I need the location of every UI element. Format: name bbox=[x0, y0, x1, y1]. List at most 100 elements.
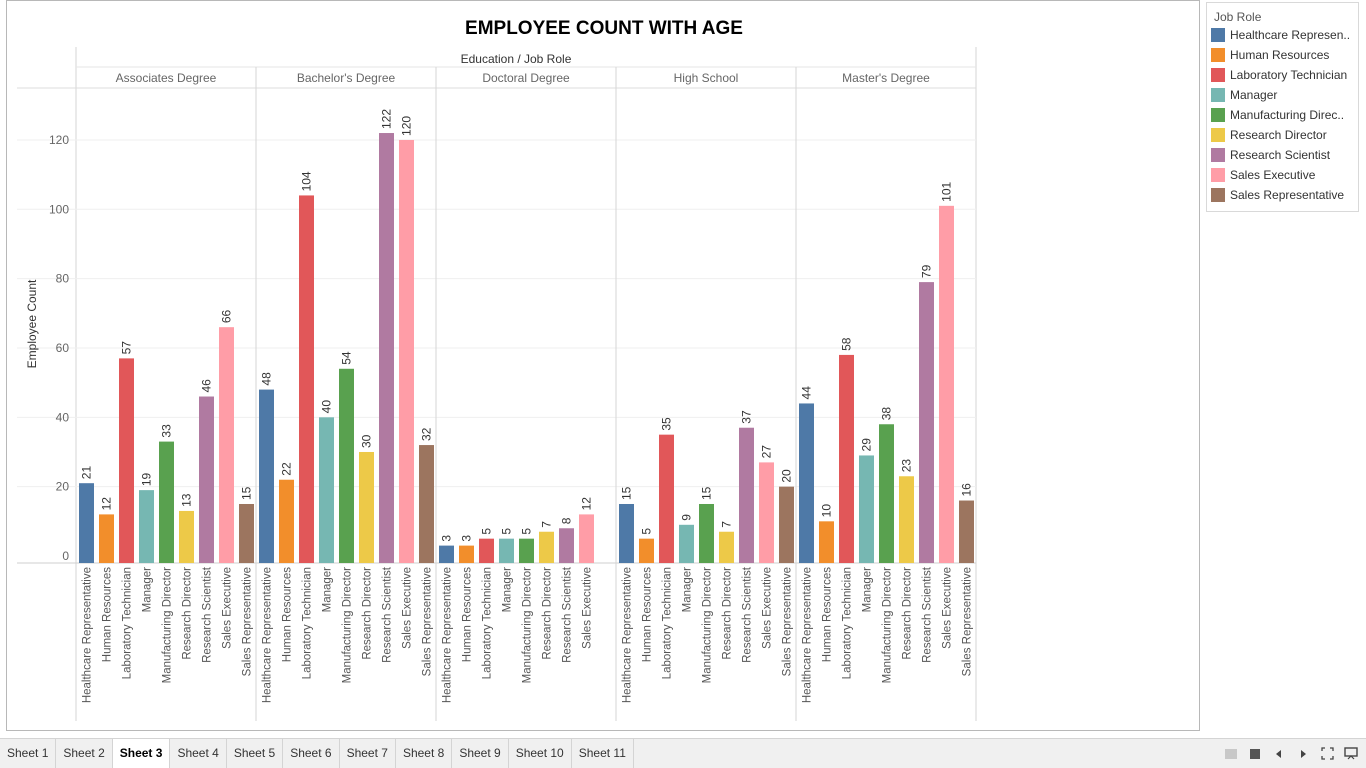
next-sheet-icon[interactable] bbox=[1296, 747, 1310, 761]
x-tick-label: Research Director bbox=[182, 567, 194, 660]
data-label: 15 bbox=[240, 486, 254, 500]
legend-swatch bbox=[1211, 88, 1225, 102]
x-tick-label: Research Director bbox=[722, 567, 734, 660]
data-label: 32 bbox=[420, 427, 434, 441]
legend-item[interactable]: Sales Representative bbox=[1207, 185, 1358, 205]
data-label: 5 bbox=[520, 528, 534, 535]
data-label: 5 bbox=[640, 528, 654, 535]
bar bbox=[359, 451, 374, 563]
legend-swatch bbox=[1211, 68, 1225, 82]
data-label: 57 bbox=[120, 341, 134, 355]
previous-sheet-icon[interactable] bbox=[1272, 747, 1286, 761]
sheet-tab[interactable]: Sheet 11 bbox=[572, 739, 634, 768]
bar bbox=[639, 538, 654, 563]
data-label: 21 bbox=[80, 466, 94, 480]
x-tick-label: Laboratory Technician bbox=[302, 567, 314, 679]
x-tick-label: Research Director bbox=[362, 567, 374, 660]
sheet-tab[interactable]: Sheet 3 bbox=[112, 739, 171, 768]
legend-item[interactable]: Research Scientist bbox=[1207, 145, 1358, 165]
bar bbox=[119, 358, 134, 563]
legend-item[interactable]: Manufacturing Direc.. bbox=[1207, 105, 1358, 125]
x-tick-label: Sales Executive bbox=[582, 567, 594, 649]
legend-item[interactable]: Human Resources bbox=[1207, 45, 1358, 65]
data-label: 30 bbox=[360, 434, 374, 448]
bar bbox=[939, 205, 954, 563]
sheet-tab[interactable]: Sheet 1 bbox=[0, 739, 57, 768]
pane-header: Bachelor's Degree bbox=[297, 71, 396, 85]
bar bbox=[879, 424, 894, 563]
bar bbox=[959, 500, 974, 563]
x-tick-label: Sales Executive bbox=[222, 567, 234, 649]
bar bbox=[819, 521, 834, 563]
data-label: 37 bbox=[740, 410, 754, 424]
bar bbox=[239, 503, 254, 563]
bar bbox=[739, 427, 754, 563]
data-label: 79 bbox=[920, 264, 934, 278]
data-label: 54 bbox=[340, 351, 354, 365]
legend-item[interactable]: Sales Executive bbox=[1207, 165, 1358, 185]
bar bbox=[499, 538, 514, 563]
x-tick-label: Manager bbox=[862, 567, 874, 613]
legend-label: Laboratory Technician bbox=[1230, 68, 1348, 82]
legend-item[interactable]: Laboratory Technician bbox=[1207, 65, 1358, 85]
bar bbox=[479, 538, 494, 563]
bar bbox=[579, 514, 594, 563]
y-axis-label: Employee Count bbox=[25, 279, 39, 368]
x-tick-label: Laboratory Technician bbox=[482, 567, 494, 679]
data-label: 5 bbox=[500, 528, 514, 535]
bar bbox=[719, 531, 734, 563]
data-label: 9 bbox=[680, 514, 694, 521]
pane-header: Doctoral Degree bbox=[482, 71, 570, 85]
sheet-tab[interactable]: Sheet 4 bbox=[170, 739, 227, 768]
x-tick-label: Human Resources bbox=[282, 567, 294, 662]
show-sheet-sorter-icon[interactable] bbox=[1224, 747, 1238, 761]
x-tick-label: Sales Representative bbox=[242, 567, 254, 676]
sheet-tab[interactable]: Sheet 8 bbox=[396, 739, 453, 768]
bar-chart: EMPLOYEE COUNT WITH AGE Education / Job R… bbox=[17, 18, 977, 721]
legend-item[interactable]: Manager bbox=[1207, 85, 1358, 105]
bar bbox=[899, 476, 914, 563]
legend-item[interactable]: Healthcare Represen.. bbox=[1207, 25, 1358, 45]
x-tick-label: Healthcare Representative bbox=[802, 567, 814, 703]
data-label: 3 bbox=[440, 535, 454, 542]
sheet-tab[interactable]: Sheet 9 bbox=[452, 739, 509, 768]
bar bbox=[439, 545, 454, 563]
data-label: 19 bbox=[140, 472, 154, 486]
y-tick-label: 40 bbox=[56, 410, 70, 424]
sheet-tab[interactable]: Sheet 6 bbox=[283, 739, 340, 768]
bar bbox=[319, 417, 334, 563]
bar bbox=[199, 396, 214, 563]
legend-label: Sales Executive bbox=[1230, 168, 1316, 182]
x-tick-label: Human Resources bbox=[462, 567, 474, 662]
legend-label: Research Director bbox=[1230, 128, 1327, 142]
sheet-tab[interactable]: Sheet 2 bbox=[56, 739, 113, 768]
x-tick-label: Healthcare Representative bbox=[262, 567, 274, 703]
data-label: 10 bbox=[820, 504, 834, 518]
data-label: 15 bbox=[620, 486, 634, 500]
sheet-tab[interactable]: Sheet 5 bbox=[227, 739, 284, 768]
data-label: 66 bbox=[220, 310, 234, 324]
bar bbox=[259, 389, 274, 563]
x-tick-label: Human Resources bbox=[642, 567, 654, 662]
bar bbox=[759, 462, 774, 563]
sheet-tab[interactable]: Sheet 10 bbox=[509, 739, 572, 768]
x-tick-label: Research Scientist bbox=[922, 566, 934, 663]
bar bbox=[619, 503, 634, 563]
legend-label: Manufacturing Direc.. bbox=[1230, 108, 1345, 122]
legend-item[interactable]: Research Director bbox=[1207, 125, 1358, 145]
fit-screen-icon[interactable] bbox=[1320, 747, 1334, 761]
pane-header: High School bbox=[674, 71, 739, 85]
data-label: 58 bbox=[840, 337, 854, 351]
legend-swatch bbox=[1211, 168, 1225, 182]
show-filmstrip-icon[interactable] bbox=[1248, 747, 1262, 761]
data-label: 27 bbox=[760, 445, 774, 459]
x-tick-label: Manufacturing Director bbox=[342, 567, 354, 683]
data-label: 35 bbox=[660, 417, 674, 431]
presentation-mode-icon[interactable] bbox=[1344, 747, 1358, 761]
data-label: 15 bbox=[700, 486, 714, 500]
x-tick-label: Sales Representative bbox=[782, 567, 794, 676]
sheet-tab[interactable]: Sheet 7 bbox=[340, 739, 396, 768]
bar bbox=[159, 441, 174, 563]
legend-label: Human Resources bbox=[1230, 48, 1330, 62]
bar bbox=[839, 354, 854, 563]
